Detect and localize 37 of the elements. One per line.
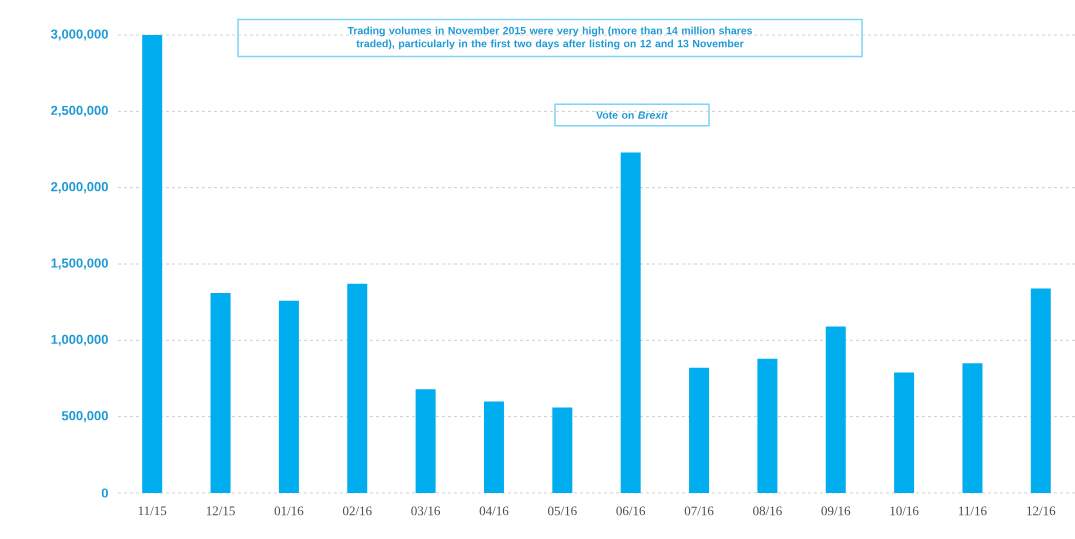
y-tick-label: 2,000,000 bbox=[51, 182, 108, 194]
x-tick-label: 08/16 bbox=[753, 506, 782, 516]
bar bbox=[620, 152, 641, 493]
bar bbox=[1030, 288, 1051, 493]
bar bbox=[415, 389, 436, 493]
bar bbox=[552, 407, 573, 493]
x-tick-label: 09/16 bbox=[821, 506, 851, 516]
x-tick-label: 12/15 bbox=[206, 506, 235, 516]
x-tick-label: 01/16 bbox=[274, 506, 304, 516]
x-tick-label: 11/15 bbox=[138, 506, 167, 516]
bar bbox=[347, 283, 368, 493]
y-tick-label: 500,000 bbox=[61, 411, 108, 423]
x-tick-label: 07/16 bbox=[684, 506, 714, 516]
bar bbox=[757, 358, 778, 493]
x-tick-label: 06/16 bbox=[616, 506, 646, 516]
bar bbox=[689, 367, 710, 493]
y-tick-label: 0 bbox=[101, 488, 108, 498]
y-tick-label: 1,000,000 bbox=[51, 334, 108, 346]
y-tick-label: 3,000,000 bbox=[50, 29, 108, 41]
bar bbox=[962, 363, 983, 493]
x-tick-label: 11/16 bbox=[959, 506, 987, 516]
annotation: Trading volumes in November 2015 were very high (more than 14 million shares traded), particularly in the first two days after listing on 12 and 13 November bbox=[347, 26, 753, 50]
annotation: Vote on Brexit bbox=[596, 111, 668, 119]
x-tick-label: 12/16 bbox=[1027, 506, 1056, 516]
x-tick-label: 05/16 bbox=[548, 506, 577, 516]
y-tick-label: 2,500,000 bbox=[51, 105, 108, 117]
x-tick-label: 10/16 bbox=[890, 506, 919, 516]
bar bbox=[278, 300, 299, 493]
x-tick-label: 04/16 bbox=[479, 506, 509, 516]
bar bbox=[142, 35, 163, 493]
bar bbox=[483, 401, 504, 493]
bar bbox=[210, 293, 231, 493]
y-tick-label: 1,500,000 bbox=[51, 258, 108, 270]
x-tick-label: 03/16 bbox=[411, 506, 441, 516]
bar bbox=[894, 372, 915, 493]
x-tick-label: 02/16 bbox=[342, 506, 372, 516]
bar bbox=[825, 326, 846, 493]
